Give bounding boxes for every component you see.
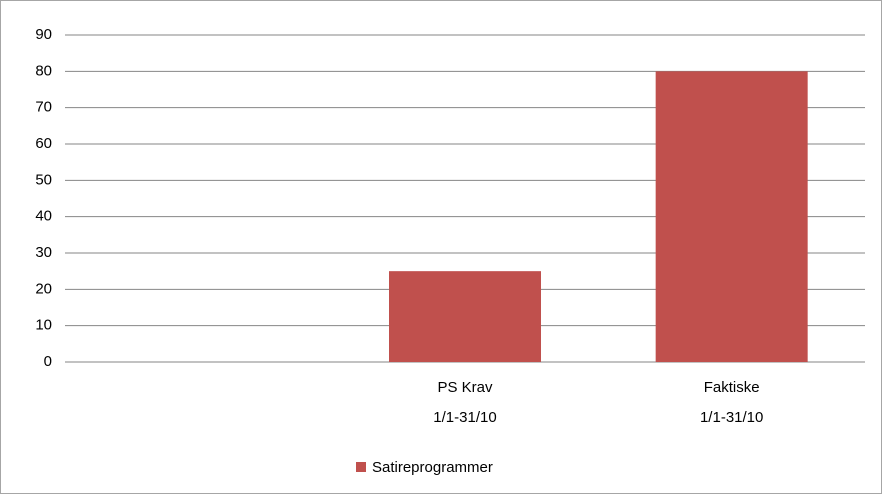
y-tick-label: 50 — [35, 171, 52, 188]
y-tick-label: 40 — [35, 208, 52, 225]
x-tick-label: Faktiske 1/1-31/10 — [700, 379, 763, 426]
legend-label: Satireprogrammer — [372, 459, 493, 476]
y-tick-label: 10 — [35, 317, 52, 334]
y-tick-label: 70 — [35, 99, 52, 116]
bar — [389, 271, 541, 362]
y-tick-label: 20 — [35, 280, 52, 297]
legend-swatch — [356, 462, 366, 472]
y-tick-label: 30 — [35, 244, 52, 261]
y-tick-label: 90 — [35, 26, 52, 43]
y-tick-label: 60 — [35, 135, 52, 152]
y-tick-label: 0 — [44, 353, 52, 370]
y-tick-label: 80 — [35, 62, 52, 79]
bar — [655, 71, 808, 362]
x-tick-label: PS Krav 1/1-31/10 — [433, 379, 496, 426]
